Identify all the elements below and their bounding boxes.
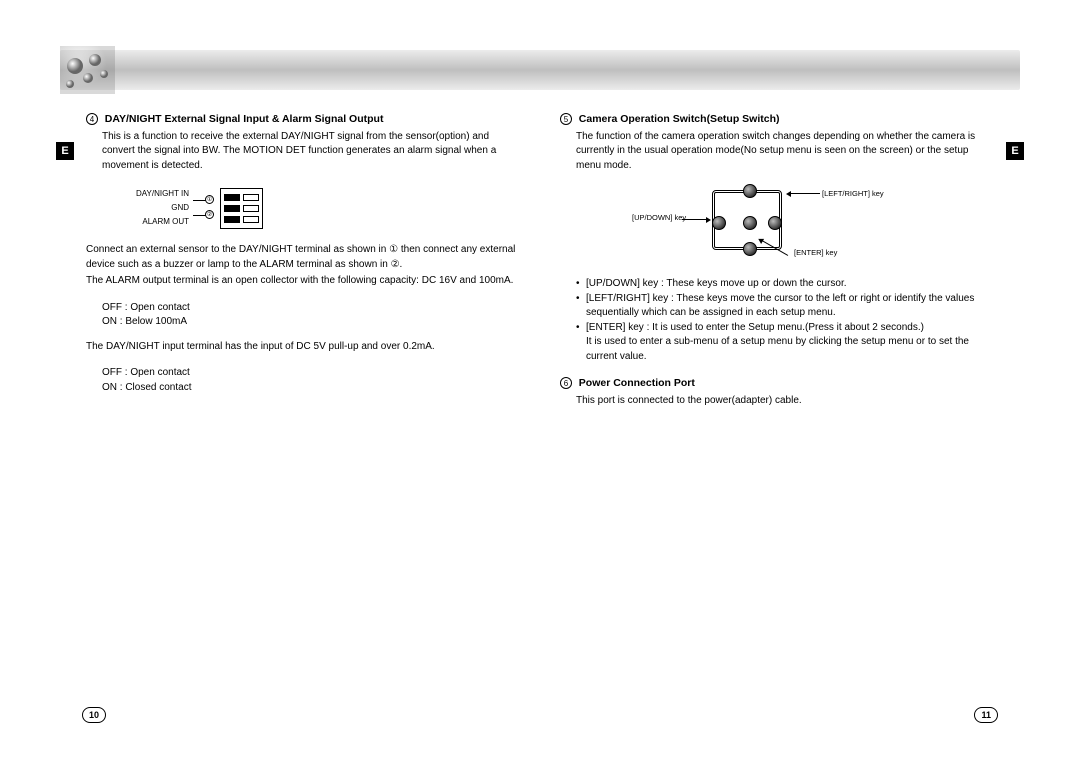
- section-number: 4: [86, 113, 98, 125]
- page-number: 11: [974, 707, 998, 723]
- term-label: GND: [136, 201, 189, 215]
- section-title: Camera Operation Switch(Setup Switch): [579, 113, 780, 125]
- right-page: E 5 Camera Operation Switch(Setup Switch…: [550, 112, 1020, 763]
- diagram-label: [LEFT/RIGHT] key: [822, 189, 884, 200]
- section-number: 6: [560, 377, 572, 389]
- paragraph: Connect an external sensor to the DAY/NI…: [86, 243, 520, 272]
- section-title: DAY/NIGHT External Signal Input & Alarm …: [105, 113, 384, 125]
- section-body: This is a function to receive the extern…: [102, 130, 520, 174]
- section-title: Power Connection Port: [579, 377, 695, 389]
- section-number: 5: [560, 113, 572, 125]
- switch-diagram: [UP/DOWN] key [LEFT/RIGHT] key [ENTER] k…: [662, 185, 892, 265]
- section-body: The function of the camera operation swi…: [576, 130, 994, 174]
- section-body: This port is connected to the power(adap…: [576, 394, 994, 409]
- term-label: ALARM OUT: [136, 215, 189, 229]
- left-page: E 4 DAY/NIGHT External Signal Input & Al…: [60, 112, 530, 763]
- paragraph: The ALARM output terminal is an open col…: [86, 274, 520, 289]
- diagram-label: [UP/DOWN] key: [632, 213, 686, 224]
- key-function-list: •[UP/DOWN] key : These keys move up or d…: [576, 277, 994, 364]
- header-band: [60, 50, 1020, 90]
- contact-line: ON : Below 100mA: [102, 315, 520, 330]
- header-decor-icon: [60, 46, 115, 94]
- lang-marker: E: [1006, 142, 1024, 160]
- lang-marker: E: [56, 142, 74, 160]
- contact-line: OFF : Open contact: [102, 366, 520, 381]
- terminal-diagram: DAY/NIGHT IN GND ALARM OUT ① ②: [136, 187, 306, 229]
- diagram-label: [ENTER] key: [794, 248, 837, 259]
- contact-line: OFF : Open contact: [102, 301, 520, 316]
- page-number: 10: [82, 707, 106, 723]
- paragraph: The DAY/NIGHT input terminal has the inp…: [86, 340, 520, 355]
- page-spread: E 4 DAY/NIGHT External Signal Input & Al…: [60, 112, 1020, 763]
- contact-line: ON : Closed contact: [102, 381, 520, 396]
- term-label: DAY/NIGHT IN: [136, 187, 189, 201]
